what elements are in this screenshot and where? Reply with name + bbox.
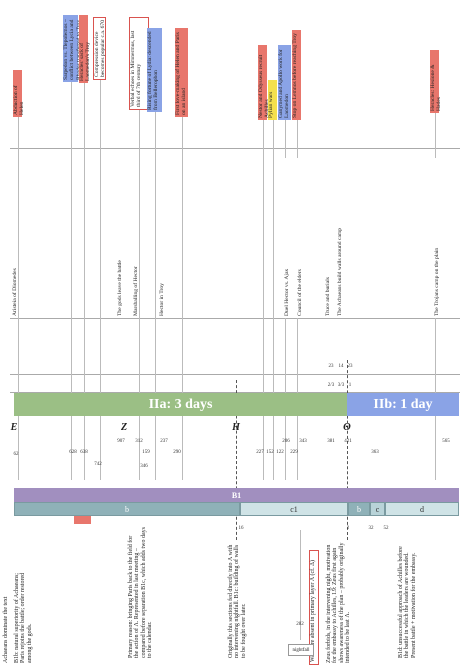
line-number: 159 [142,450,150,455]
note: Zeus forbids, in the intervening night, … [326,542,352,663]
sub-number: 2 [346,526,350,531]
nightfall-box: nightfall [288,644,314,656]
connector [154,112,156,480]
event-box: Compression device becomes popular c.a. … [93,17,106,80]
scene-label: Hector in Troy [159,158,166,318]
sublayer-bar: c [370,502,385,516]
line-number: 122 [276,450,284,455]
note: Originally this sections fed directly in… [228,544,247,658]
day-bar: IIa: 3 days [14,393,347,416]
day-bar: IIb: 1 day [347,393,459,416]
fraction: 23 [328,364,334,369]
rule [10,392,460,393]
connector [139,110,140,480]
line-number: 343 [299,439,307,444]
book-letter: E [10,422,18,433]
event-box: Abduction of Helen [13,70,25,117]
note: Achaeans dominate the text [3,596,9,663]
event-box: Ganymed and Apollo work for Laomedon [278,45,291,120]
event-box: Stop on Lemnos before reaching Troy [292,30,301,120]
rule [10,374,460,375]
scene-label: The Trojans camp on the plain [434,158,441,318]
event-box: Nestor and Odysseus recruit Achilles [258,45,270,120]
fraction: 3/3 [337,383,345,388]
connector [99,80,101,480]
note: Primary reason: bringing Paris back to t… [128,527,154,658]
line-number: 421 [344,439,352,444]
event-box: First love-making of Helen and Paris on … [175,28,188,117]
scene-label: The Achaeans build walls around camp [337,158,344,318]
connector [83,83,85,480]
sublayer-bar: c1 [240,502,348,516]
rule [10,148,460,149]
event-box: Rising fortune of Lydia: descended from … [147,28,162,112]
note: B1d: unsuccessful approach of Achilles b… [398,546,417,658]
scene-label: Marshalling of Hector [133,158,140,318]
line-number: 229 [290,450,298,455]
sublayer-bar: b [14,502,240,516]
line-number: 237 [160,439,168,444]
line-number: 282 [296,622,304,627]
line-number: 62 [13,452,19,457]
connector [272,120,274,480]
book-letter: Z [120,422,128,433]
line-number: 638 [80,450,88,455]
sub-number: 32 [368,526,374,531]
event-box: Heracles: Hesione & Hades [430,50,442,113]
event-box: Verbal echoes in Mimnermus, last third o… [129,17,149,110]
line-number: 206 [282,439,290,444]
line-number: 628 [69,450,77,455]
line-number: 381 [327,439,335,444]
book-letter: H [232,422,240,433]
fraction: 14 [338,364,344,369]
connector [300,530,301,640]
divider [347,360,348,540]
note: B1b: natural superiority of Achaeans; Pa… [14,572,33,663]
scene-label: Aristeia of Diomedes [12,158,19,318]
layer-bar: B1 [14,488,459,502]
fraction: 1 [348,383,352,388]
event-box: Pylian wars [268,80,277,120]
divider [236,380,237,540]
fraction: 2/3 [327,383,335,388]
line-number: 907 [117,439,125,444]
line-number: 346 [140,464,148,469]
line-number: 312 [135,439,143,444]
scene-label: Truce and burials [325,158,332,318]
book-letter: Θ [343,422,351,433]
scene-label: Duel Hector vs. Ajax [284,158,291,318]
event-box: Sarpedon vs. Tlepolemos – conflict betwe… [63,15,82,82]
fraction: 23 [347,364,353,369]
sublayer-bar: d [385,502,459,516]
rule [10,318,460,319]
connector [181,117,183,480]
sublayer-bar: b [348,502,370,516]
connector [262,120,264,480]
marker [74,516,91,524]
line-number: 565 [442,439,450,444]
scene-label: The gods leave the battle [117,158,124,318]
scene-label: Council of the elders [297,158,304,318]
connector [70,82,72,480]
line-number: 363 [371,450,379,455]
line-number: 152 [266,450,274,455]
line-number: 742 [94,462,102,467]
line-number: 227 [256,450,264,455]
line-number: 290 [173,450,181,455]
sub-number: 16 [238,526,244,531]
sub-number: 52 [383,526,389,531]
event-box: Heracles' sack of Laomedon's Troy [79,15,91,83]
